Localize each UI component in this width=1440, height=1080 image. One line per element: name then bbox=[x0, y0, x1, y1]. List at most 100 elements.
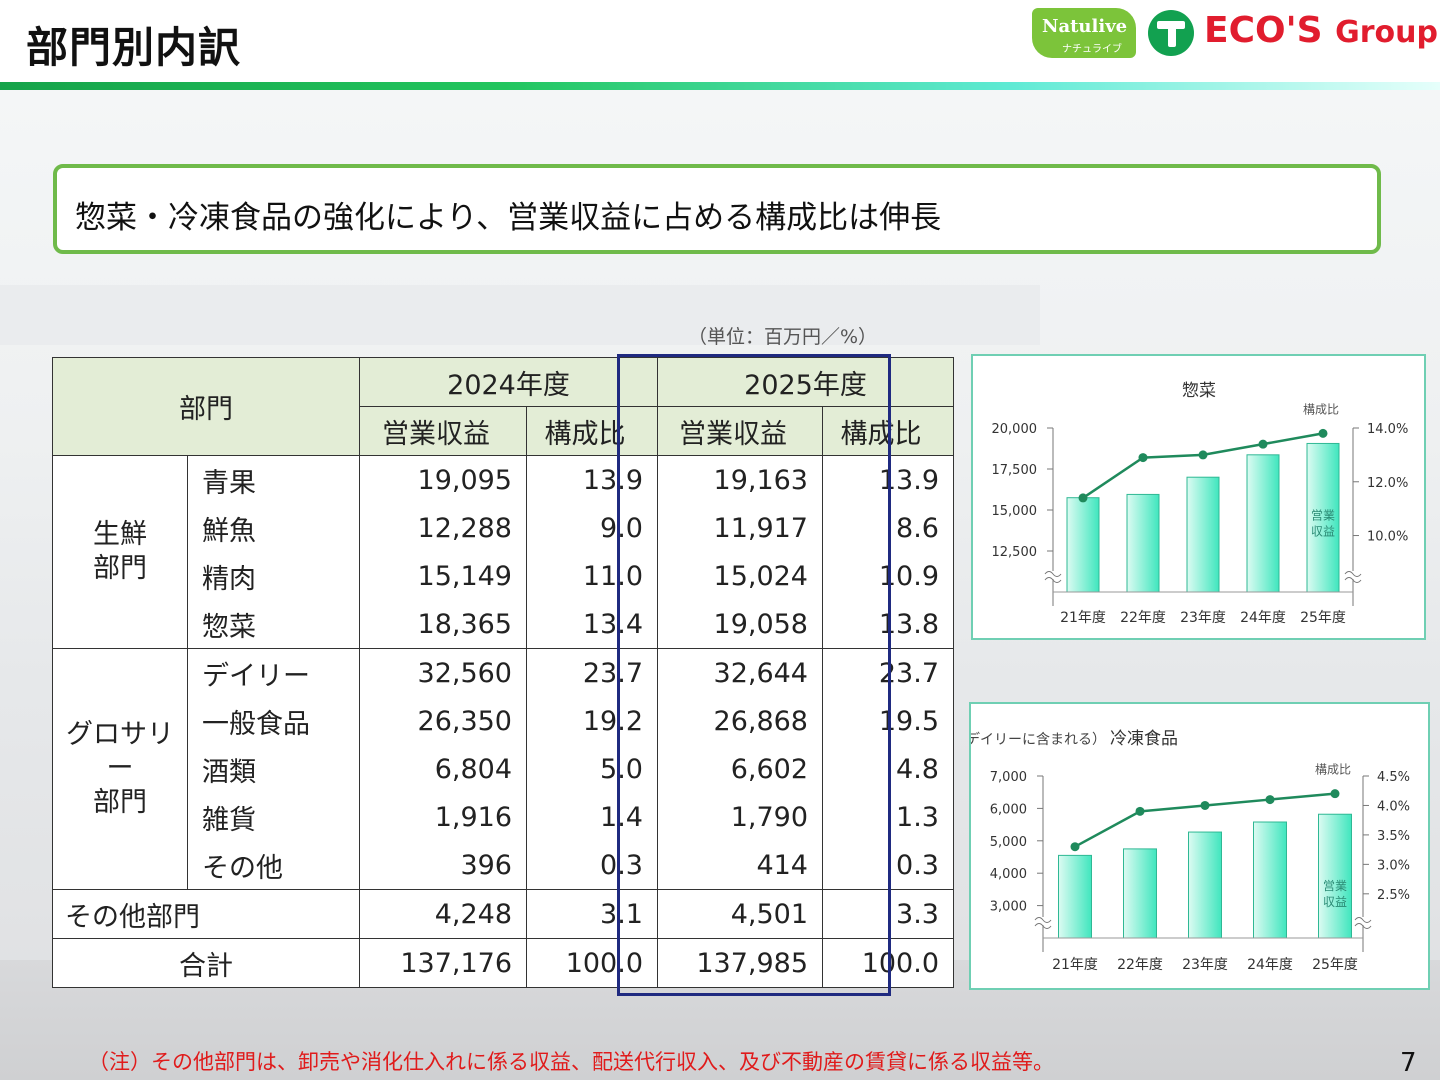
ratio-2025: 8.6 bbox=[822, 504, 954, 552]
ratio-2024: 9.0 bbox=[526, 504, 658, 552]
other-row-v24: 4,248 bbox=[359, 889, 527, 939]
value-2025: 26,868 bbox=[657, 697, 823, 745]
ratio-point-25年度 bbox=[1330, 789, 1340, 799]
value-2024: 1,916 bbox=[359, 793, 527, 841]
axis-break-gap bbox=[1045, 571, 1061, 579]
group-label-line: 部門 bbox=[93, 787, 147, 818]
y-right-tick-label: 12.0% bbox=[1367, 476, 1408, 491]
y-left-tick-label: 6,000 bbox=[990, 802, 1027, 817]
ratio-2025: 13.9 bbox=[822, 455, 954, 504]
ratio-point-22年度 bbox=[1135, 806, 1145, 816]
bar-21年度 bbox=[1066, 497, 1100, 593]
axis-break-mark bbox=[1034, 917, 1052, 923]
value-2025: 19,058 bbox=[657, 600, 823, 649]
y-left-tick-label: 17,500 bbox=[992, 463, 1038, 478]
value-2024: 26,350 bbox=[359, 697, 527, 745]
axis-break-mark bbox=[1354, 917, 1372, 923]
ratio-point-24年度 bbox=[1258, 439, 1268, 449]
ratio-point-23年度 bbox=[1198, 450, 1208, 460]
headline-box: 惣菜・冷凍食品の強化により、営業収益に占める構成比は伸長 bbox=[53, 164, 1381, 254]
header-2025: 2025年度 bbox=[657, 357, 954, 407]
y-right-tick-label: 3.0% bbox=[1377, 858, 1410, 873]
y-right-tick-label: 4.5% bbox=[1377, 770, 1410, 785]
group-label-line: グロサリー bbox=[66, 719, 174, 784]
axis-break-mark bbox=[1044, 571, 1062, 577]
row-label: 雑貨 bbox=[187, 793, 360, 841]
chart-subtitle: （デイリーに含まれる） bbox=[971, 731, 1106, 748]
row-label: 鮮魚 bbox=[187, 504, 360, 552]
ecos-t-logo-icon bbox=[1148, 10, 1194, 56]
group-label: グロサリー 部門 bbox=[52, 648, 188, 890]
bar-25年度 bbox=[1318, 813, 1352, 939]
natulive-logo-kana: ナチュライブ bbox=[1062, 44, 1122, 55]
ecos-logo-main: ECO'S bbox=[1204, 10, 1323, 51]
ratio-point-21年度 bbox=[1078, 493, 1088, 503]
value-2024: 18,365 bbox=[359, 600, 527, 649]
ratio-point-25年度 bbox=[1318, 428, 1328, 438]
natulive-logo: Natulive ナチュライブ bbox=[1032, 8, 1136, 58]
ratio-2024: 23.7 bbox=[526, 648, 658, 697]
row-label: デイリー bbox=[187, 648, 360, 697]
value-2025: 32,644 bbox=[657, 648, 823, 697]
group-label: 生鮮 部門 bbox=[52, 455, 188, 649]
table-row: 精肉 15,149 11.0 15,024 10.9 bbox=[53, 552, 954, 600]
series-label-ratio: 構成比 bbox=[1315, 763, 1351, 777]
value-2025: 15,024 bbox=[657, 552, 823, 600]
axis-break-gap bbox=[1035, 917, 1051, 925]
bar-22年度 bbox=[1123, 848, 1157, 939]
header-2024: 2024年度 bbox=[359, 357, 658, 407]
y-left-tick-label: 3,000 bbox=[990, 900, 1027, 915]
chart-frozen-svg: （デイリーに含まれる）冷凍食品 3,000 4,000 5,000 6,000 7,000… bbox=[971, 729, 1410, 973]
bar-21年度 bbox=[1058, 854, 1092, 939]
x-tick-label: 24年度 bbox=[1240, 610, 1286, 626]
axis-break-mark bbox=[1034, 923, 1052, 929]
total-row-v24: 137,176 bbox=[359, 938, 527, 988]
x-tick-label: 22年度 bbox=[1117, 957, 1163, 973]
table-row: 酒類 6,804 5.0 6,602 4.8 bbox=[53, 745, 954, 793]
y-left-tick-label: 15,000 bbox=[992, 504, 1038, 519]
value-2024: 19,095 bbox=[359, 455, 527, 504]
bar-22年度 bbox=[1126, 493, 1160, 593]
title-underline bbox=[0, 82, 1440, 90]
axis-break-mark bbox=[1344, 571, 1362, 577]
bar-23年度 bbox=[1188, 831, 1222, 939]
value-2025: 6,602 bbox=[657, 745, 823, 793]
table-row: 鮮魚 12,288 9.0 11,917 8.6 bbox=[53, 504, 954, 552]
y-right-tick-label: 2.5% bbox=[1377, 888, 1410, 903]
ratio-2025: 19.5 bbox=[822, 697, 954, 745]
bar-24年度 bbox=[1246, 454, 1280, 593]
y-left-tick-label: 20,000 bbox=[992, 422, 1038, 437]
x-tick-label: 21年度 bbox=[1052, 957, 1098, 973]
bar-24年度 bbox=[1253, 821, 1287, 939]
group-label-line: 生鮮 bbox=[93, 519, 147, 550]
value-2025: 11,917 bbox=[657, 504, 823, 552]
bar-25年度 bbox=[1306, 442, 1340, 593]
table-row: 一般食品 26,350 19.2 26,868 19.5 bbox=[53, 697, 954, 745]
group-label-line: 部門 bbox=[93, 553, 147, 584]
row-label: 精肉 bbox=[187, 552, 360, 600]
value-2025: 19,163 bbox=[657, 455, 823, 504]
total-row-r24: 100.0 bbox=[526, 938, 658, 988]
table-row: その他 396 0.3 414 0.3 bbox=[53, 841, 954, 890]
row-label: 惣菜 bbox=[187, 600, 360, 649]
row-label: 青果 bbox=[187, 455, 360, 504]
x-tick-label: 25年度 bbox=[1300, 610, 1346, 626]
x-tick-label: 22年度 bbox=[1120, 610, 1166, 626]
ratio-2024: 11.0 bbox=[526, 552, 658, 600]
series-label-revenue-line2: 収益 bbox=[1311, 524, 1335, 538]
ratio-2025: 4.8 bbox=[822, 745, 954, 793]
value-2024: 396 bbox=[359, 841, 527, 890]
ratio-2024: 13.4 bbox=[526, 600, 658, 649]
page-title: 部門別内訳 bbox=[26, 23, 242, 72]
x-tick-label: 21年度 bbox=[1060, 610, 1106, 626]
row-label: 酒類 bbox=[187, 745, 360, 793]
value-2025: 414 bbox=[657, 841, 823, 890]
unit-label: （単位：百万円／%） bbox=[688, 326, 878, 348]
y-right-tick-label: 14.0% bbox=[1367, 422, 1408, 437]
ecos-group-logo: ECO'S Group bbox=[1204, 10, 1438, 51]
x-tick-label: 25年度 bbox=[1312, 957, 1358, 973]
ratio-point-22年度 bbox=[1138, 453, 1148, 463]
y-right-tick-label: 3.5% bbox=[1377, 829, 1410, 844]
ratio-2024: 13.9 bbox=[526, 455, 658, 504]
axis-break-mark bbox=[1344, 577, 1362, 583]
